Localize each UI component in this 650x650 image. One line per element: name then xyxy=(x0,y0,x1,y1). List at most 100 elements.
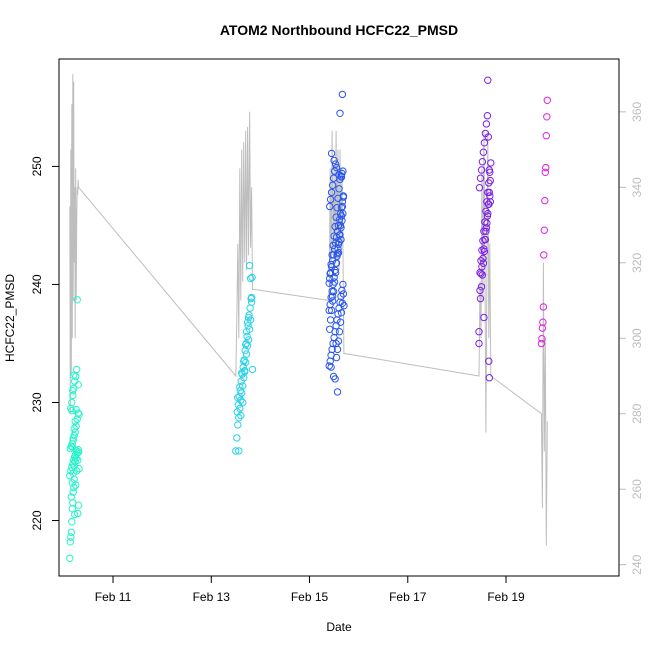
data-point xyxy=(69,488,77,496)
data-point xyxy=(477,283,486,291)
data-point xyxy=(334,337,343,345)
data-point xyxy=(539,318,547,326)
y2-tick-label: 300 xyxy=(630,328,644,348)
data-point xyxy=(485,374,493,382)
data-point xyxy=(478,158,487,166)
data-point xyxy=(241,368,249,376)
data-point xyxy=(332,163,341,172)
data-point xyxy=(482,224,491,232)
data-point xyxy=(333,250,342,258)
data-point xyxy=(74,456,82,464)
data-point xyxy=(72,372,80,381)
data-point xyxy=(237,411,245,420)
data-point xyxy=(327,260,335,269)
axes: Feb 11 Feb 13 Feb 15 Feb 17 Feb 19 220 230 240 2… xyxy=(30,101,644,604)
data-point xyxy=(541,168,549,177)
y2-tick-label: 260 xyxy=(630,479,644,499)
data-point xyxy=(234,401,243,409)
data-point xyxy=(248,273,256,282)
data-point xyxy=(242,328,251,336)
data-point xyxy=(331,268,340,277)
data-point xyxy=(329,287,338,296)
data-point xyxy=(73,467,81,475)
data-point xyxy=(239,398,247,407)
data-point xyxy=(234,421,242,429)
data-point xyxy=(543,113,551,121)
data-point xyxy=(336,318,345,326)
data-point xyxy=(68,443,77,451)
data-point xyxy=(482,207,490,216)
data-point xyxy=(243,318,252,326)
data-point xyxy=(339,193,348,201)
data-point xyxy=(70,424,78,433)
data-point xyxy=(537,339,546,348)
data-point xyxy=(70,371,78,379)
data-point xyxy=(70,483,78,492)
data-point xyxy=(325,279,333,287)
data-point xyxy=(335,185,343,193)
data-point xyxy=(75,464,83,473)
data-point xyxy=(66,554,74,562)
data-point xyxy=(68,407,76,415)
data-point xyxy=(246,274,255,283)
data-point xyxy=(331,222,339,231)
data-point xyxy=(476,174,485,182)
data-point xyxy=(74,448,83,456)
data-point xyxy=(67,528,76,536)
data-point xyxy=(542,163,550,172)
data-point xyxy=(245,261,254,270)
data-point xyxy=(67,533,75,541)
data-point xyxy=(67,493,76,501)
data-point xyxy=(330,156,338,165)
y2-tick-label: 340 xyxy=(630,177,644,197)
data-point xyxy=(236,387,245,395)
data-point xyxy=(232,447,240,455)
y-tick-label: 250 xyxy=(30,156,44,176)
data-point xyxy=(336,109,344,118)
data-point xyxy=(486,168,494,177)
data-point xyxy=(328,297,337,305)
chart-title: ATOM2 Northbound HCFC22_PMSD xyxy=(220,22,458,38)
data-point xyxy=(236,383,244,391)
data-point xyxy=(486,198,494,206)
data-point xyxy=(339,280,347,289)
data-point xyxy=(325,362,333,370)
data-point xyxy=(72,422,80,430)
y-tick-label: 240 xyxy=(30,274,44,294)
data-point xyxy=(483,219,491,227)
data-point xyxy=(328,251,336,259)
x-tick-label: Feb 15 xyxy=(291,590,329,604)
y2-tick-label: 360 xyxy=(630,101,644,121)
data-point xyxy=(67,467,75,475)
data-point xyxy=(338,202,347,211)
data-point xyxy=(332,339,340,348)
data-point xyxy=(541,196,549,205)
x-tick-label: Feb 19 xyxy=(487,590,525,604)
data-point xyxy=(235,447,243,455)
data-point xyxy=(326,195,335,204)
data-point xyxy=(242,340,250,349)
x-tick-label: Feb 11 xyxy=(95,590,132,604)
data-point xyxy=(326,270,334,278)
data-point xyxy=(485,188,493,197)
data-point xyxy=(334,248,343,257)
data-point xyxy=(330,232,338,240)
data-point xyxy=(484,76,492,84)
data-point xyxy=(69,434,77,442)
data-point xyxy=(72,405,80,414)
data-point xyxy=(326,202,334,211)
data-point xyxy=(339,290,348,298)
data-point xyxy=(69,391,77,400)
data-point xyxy=(487,159,495,167)
data-point xyxy=(475,339,483,348)
data-point xyxy=(66,538,75,546)
data-point xyxy=(475,328,483,336)
data-point xyxy=(480,139,489,147)
data-point xyxy=(243,332,251,341)
data-point xyxy=(331,160,340,168)
data-point xyxy=(71,417,79,426)
data-point xyxy=(69,436,77,444)
data-point xyxy=(485,357,493,365)
data-point xyxy=(330,278,339,286)
data-point xyxy=(73,365,81,374)
